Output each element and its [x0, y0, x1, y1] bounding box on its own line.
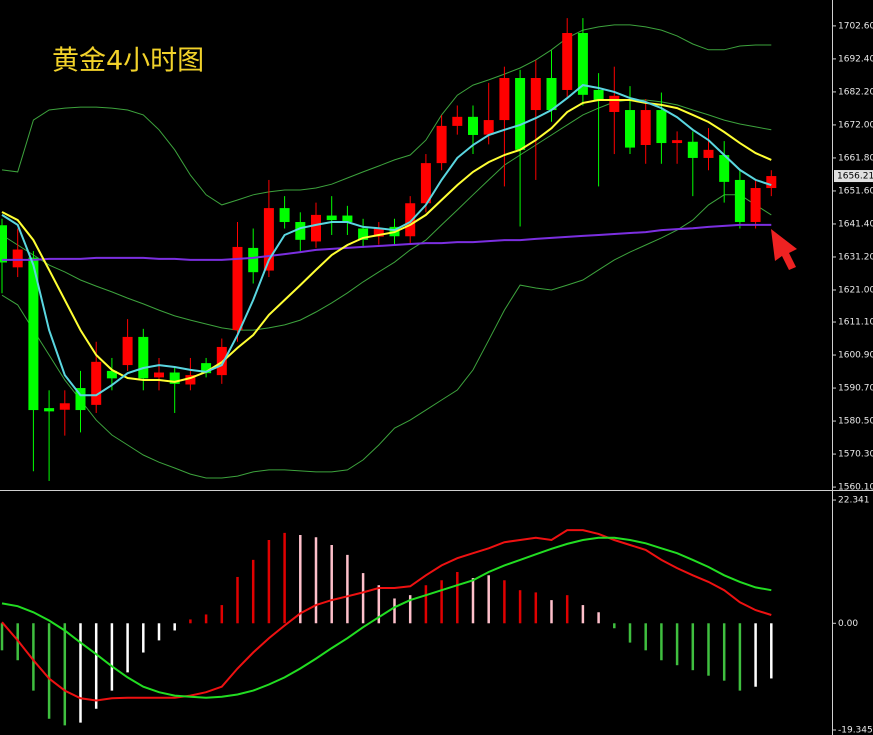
y-tick-label: 1560.10 [838, 483, 873, 493]
y-tick-label: 1672.00 [838, 120, 873, 130]
candle-body [169, 372, 180, 384]
candle-body [12, 249, 23, 268]
candle-body [358, 228, 369, 240]
candle-body [499, 77, 510, 121]
candle-body [656, 110, 667, 144]
candle-body [640, 110, 651, 145]
candle-body [201, 363, 212, 374]
y-tick-label: 1692.40 [838, 54, 873, 64]
candle-body [75, 388, 86, 411]
candle-body [766, 176, 777, 189]
candle-body [59, 403, 70, 410]
candle-body [593, 89, 604, 101]
candle-body [138, 336, 149, 379]
candle-body [687, 141, 698, 158]
candle-body [703, 149, 714, 158]
candle-body [468, 116, 478, 135]
candle-body [515, 77, 526, 150]
y-tick-label: 1621.00 [838, 285, 873, 295]
candle-body [750, 188, 761, 223]
candle-body [185, 375, 196, 385]
chart-title: 黄金4小时图 [52, 46, 204, 77]
candle-body [248, 247, 259, 273]
candle-body [44, 408, 55, 412]
arrow [771, 229, 797, 270]
y-tick-label: 1590.70 [838, 384, 873, 394]
candle-body [122, 336, 133, 366]
candle-body [373, 228, 384, 237]
indicator-line [2, 223, 772, 261]
y-tick-label: 0.00 [838, 619, 858, 629]
candle-body [672, 140, 683, 144]
candle-body [28, 257, 39, 411]
candle-body [719, 155, 730, 182]
y-tick-label: 1682.20 [838, 87, 873, 97]
indicator-line [1, 529, 772, 702]
candle-body [91, 361, 102, 405]
candle-body [263, 208, 274, 271]
candle-body [420, 163, 431, 204]
candle-body [154, 372, 164, 378]
candle-body [405, 203, 416, 237]
indicator-line [1, 536, 772, 699]
candle-body [0, 225, 7, 263]
candle-body [734, 179, 745, 223]
candle-body [625, 110, 635, 148]
y-tick-label: 1641.40 [838, 219, 873, 229]
candle-body [609, 95, 620, 112]
candle-body [232, 246, 243, 331]
indicator-line [1, 84, 772, 397]
candle-body [577, 33, 588, 95]
candle-body [546, 77, 557, 111]
y-tick-label: 1611.10 [838, 318, 873, 328]
y-tick-label: 1600.90 [838, 351, 873, 361]
y-tick-label: 1661.80 [838, 153, 873, 163]
plot: 1702.60 1692.40 1682.20 1672.00 1661.80 1651.… [0, 18, 873, 735]
last-price-label: 1656.21 [837, 172, 873, 182]
candle-body [106, 370, 117, 379]
candle-body [295, 222, 306, 240]
y-tick-label: 1702.60 [838, 21, 873, 31]
indicator-line [1, 194, 772, 479]
candle-body [562, 33, 573, 90]
indicator-line [1, 24, 772, 206]
y-tick-label: 1580.50 [838, 417, 873, 427]
candle-body [311, 214, 321, 242]
indicator-line [1, 99, 772, 331]
y-tick-label: 22.341 [838, 496, 870, 506]
candle-body [279, 208, 290, 223]
candle-body [483, 120, 494, 135]
candle-body [530, 77, 541, 111]
y-tick-label: -19.3455 [838, 726, 873, 735]
candle-body [436, 125, 447, 164]
last-price-box [834, 170, 873, 183]
candle-body [342, 215, 353, 223]
y-tick-label: 1631.20 [838, 252, 873, 262]
y-tick-label: 1570.30 [838, 450, 873, 460]
indicator-line [1, 99, 772, 383]
candle-body [326, 215, 337, 221]
y-tick-label: 1651.60 [838, 186, 873, 196]
candle-body [452, 116, 463, 126]
